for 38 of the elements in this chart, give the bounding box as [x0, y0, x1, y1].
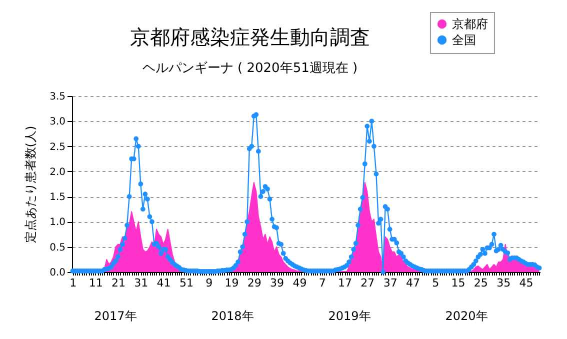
x-tick-label: 25	[474, 276, 488, 290]
text: 2017年	[93, 308, 138, 325]
text: 2019年	[327, 308, 372, 325]
x-tick-label: 19	[224, 276, 239, 290]
x-tick-label: 31	[134, 276, 148, 290]
chart-title: 京都府感染症発生動向調査	[130, 25, 370, 49]
x-tick-label: 35	[496, 276, 511, 290]
y-tick-label: 1.0	[50, 217, 66, 228]
y-tick-label: 3.5	[50, 92, 66, 102]
x-tick-label: 21	[111, 276, 126, 290]
x-tick-label: 37	[383, 276, 398, 290]
chart-subtitle: ヘルパンギーナ ( 2020年51週現在 )	[141, 60, 359, 77]
x-tick-label: 49	[292, 276, 307, 290]
x-tick-label: 9	[206, 276, 213, 290]
y-tick-label: 1.5	[50, 192, 66, 204]
legend-label: 京都府	[452, 17, 488, 31]
x-tick-label: 5	[432, 276, 440, 290]
y-tick-label: 2.5	[50, 142, 66, 153]
x-tick-label: 45	[519, 276, 534, 290]
y-axis-title: 定点あたり患者数(人)	[24, 126, 38, 244]
text: 2018年	[210, 308, 255, 325]
y-tick-label: 0.0	[50, 268, 66, 278]
text: 2020年	[444, 308, 489, 325]
x-tick-label: 11	[88, 276, 103, 290]
legend-label: 全国	[452, 33, 476, 47]
y-tick-label: 0.5	[50, 242, 66, 254]
x-tick-label: 29	[247, 276, 262, 290]
x-tick-label: 51	[179, 276, 194, 290]
y-tick-label: 2.0	[50, 166, 66, 178]
x-tick-label: 27	[360, 276, 375, 290]
x-tick-label: 1	[70, 276, 77, 290]
x-tick-label: 39	[270, 276, 284, 290]
x-tick-label: 7	[318, 276, 326, 290]
x-tick-label: 15	[451, 276, 466, 290]
x-tick-label: 41	[156, 276, 171, 290]
x-tick-label: 17	[338, 276, 352, 290]
x-tick-label: 47	[406, 276, 420, 290]
y-tick-label: 3.0	[50, 116, 66, 128]
